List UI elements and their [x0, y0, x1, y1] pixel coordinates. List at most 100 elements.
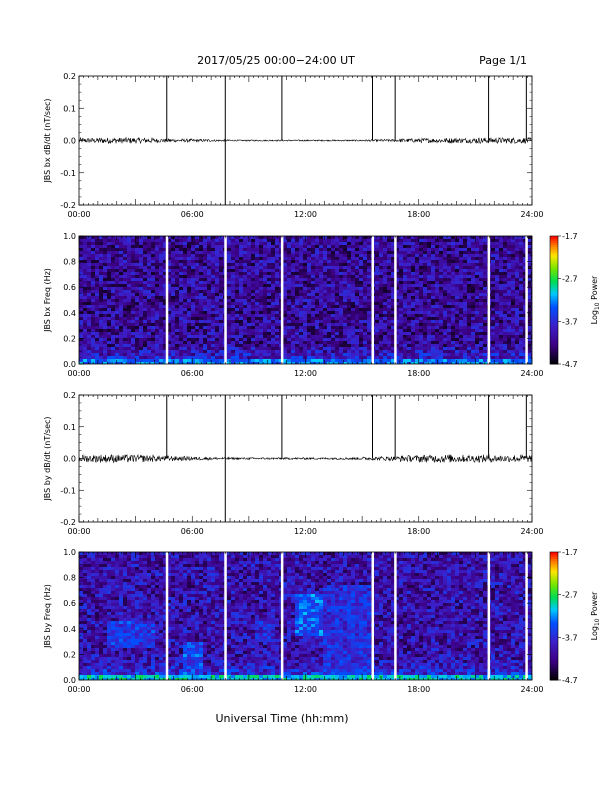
spectrogram-cell	[403, 275, 407, 278]
spectrogram-cell	[439, 284, 443, 287]
spectrogram-cell	[91, 269, 95, 272]
spectrogram-cell	[87, 251, 91, 254]
spectrogram-cell	[119, 356, 123, 359]
spectrogram-cell	[159, 320, 163, 323]
spectrogram-cell	[351, 314, 355, 317]
spectrogram-cell	[439, 338, 443, 341]
spectrogram-cell	[471, 356, 475, 359]
spectrogram-cell	[303, 275, 307, 278]
spectrogram-cell	[163, 317, 167, 320]
spectrogram-cell	[359, 287, 363, 290]
spectrogram-cell	[291, 308, 295, 311]
spectrogram-cell	[127, 248, 131, 251]
spectrogram-cell	[375, 257, 379, 260]
spectrogram-cell	[239, 323, 243, 326]
spectrogram-cell	[211, 308, 215, 311]
spectrogram-cell	[167, 266, 171, 269]
spectrogram-cell	[503, 269, 507, 272]
spectrogram-cell	[195, 248, 199, 251]
spectrogram-cell	[151, 335, 155, 338]
spectrogram-cell	[327, 248, 331, 251]
spectrogram-cell	[151, 251, 155, 254]
spectrogram-cell	[467, 305, 471, 308]
spectrogram-cell	[467, 308, 471, 311]
spectrogram-cell	[367, 257, 371, 260]
spectrogram-cell	[251, 266, 255, 269]
spectrogram-cell	[171, 287, 175, 290]
spectrogram-cell	[495, 248, 499, 251]
spectrogram-cell	[195, 260, 199, 263]
spectrogram-cell	[511, 239, 515, 242]
spectrogram-cell	[255, 311, 259, 314]
spectrogram-cell	[455, 359, 459, 362]
spectrogram-cell	[275, 269, 279, 272]
spectrogram-cell	[451, 281, 455, 284]
spectrogram-cell	[203, 242, 207, 245]
spectrogram-cell	[383, 281, 387, 284]
spectrogram-cell	[343, 335, 347, 338]
spectrogram-cell	[475, 284, 479, 287]
spectrogram-cell	[263, 311, 267, 314]
spectrogram-cell	[419, 302, 423, 305]
spectrogram-cell	[355, 293, 359, 296]
spectrogram-cell	[471, 347, 475, 350]
spectrogram-cell	[395, 245, 399, 248]
spectrogram-cell	[503, 338, 507, 341]
spectrogram-cell	[179, 317, 183, 320]
spectrogram-cell	[259, 248, 263, 251]
spectrogram-cell	[127, 326, 131, 329]
spectrogram-cell	[247, 356, 251, 359]
spectrogram-cell	[167, 269, 171, 272]
spectrogram-cell	[503, 278, 507, 281]
spectrogram-cell	[291, 326, 295, 329]
spectrogram-cell	[131, 251, 135, 254]
spectrogram-cell	[287, 287, 291, 290]
spectrogram-cell	[447, 344, 451, 347]
spectrogram-cell	[355, 302, 359, 305]
spectrogram-cell	[403, 263, 407, 266]
spectrogram-cell	[467, 329, 471, 332]
spectrogram-cell	[139, 326, 143, 329]
spectrogram-cell	[131, 293, 135, 296]
spectrogram-cell	[251, 329, 255, 332]
spectrogram-cell	[335, 320, 339, 323]
spectrogram-cell	[415, 311, 419, 314]
spectrogram-cell	[131, 338, 135, 341]
spectrogram-cell	[283, 320, 287, 323]
spectrogram-cell	[123, 245, 127, 248]
spectrogram-cell	[483, 302, 487, 305]
spectrogram-cell	[231, 302, 235, 305]
spectrogram-cell	[475, 275, 479, 278]
spectrogram-cell	[319, 305, 323, 308]
spectrogram-cell	[91, 272, 95, 275]
spectrogram-cell	[231, 260, 235, 263]
spectrogram-cell	[343, 332, 347, 335]
spectrogram-cell	[111, 296, 115, 299]
spectrogram-cell	[199, 317, 203, 320]
spectrogram-cell	[451, 356, 455, 359]
spectrogram-cell	[99, 344, 103, 347]
spectrogram-cell	[391, 344, 395, 347]
spectrogram-cell	[135, 257, 139, 260]
spectrogram-cell	[195, 242, 199, 245]
spectrogram-cell	[211, 290, 215, 293]
spectrogram-cell	[339, 290, 343, 293]
spectrogram-cell	[95, 329, 99, 332]
spectrogram-cell	[139, 248, 143, 251]
spectrogram-cell	[287, 299, 291, 302]
spectrogram-cell	[107, 242, 111, 245]
spectrogram-cell	[227, 239, 231, 242]
spectrogram-cell	[167, 263, 171, 266]
spectrogram-cell	[143, 287, 147, 290]
spectrogram-cell	[339, 335, 343, 338]
spectrogram-cell	[231, 290, 235, 293]
spectrogram-cell	[303, 311, 307, 314]
spectrogram-cell	[287, 350, 291, 353]
spectrogram-cell	[483, 272, 487, 275]
spectrogram-cell	[95, 266, 99, 269]
spectrogram-cell	[427, 275, 431, 278]
spectrogram-cell	[515, 290, 519, 293]
spectrogram-cell	[403, 281, 407, 284]
spectrogram-cell	[475, 254, 479, 257]
spectrogram-cell	[99, 266, 103, 269]
